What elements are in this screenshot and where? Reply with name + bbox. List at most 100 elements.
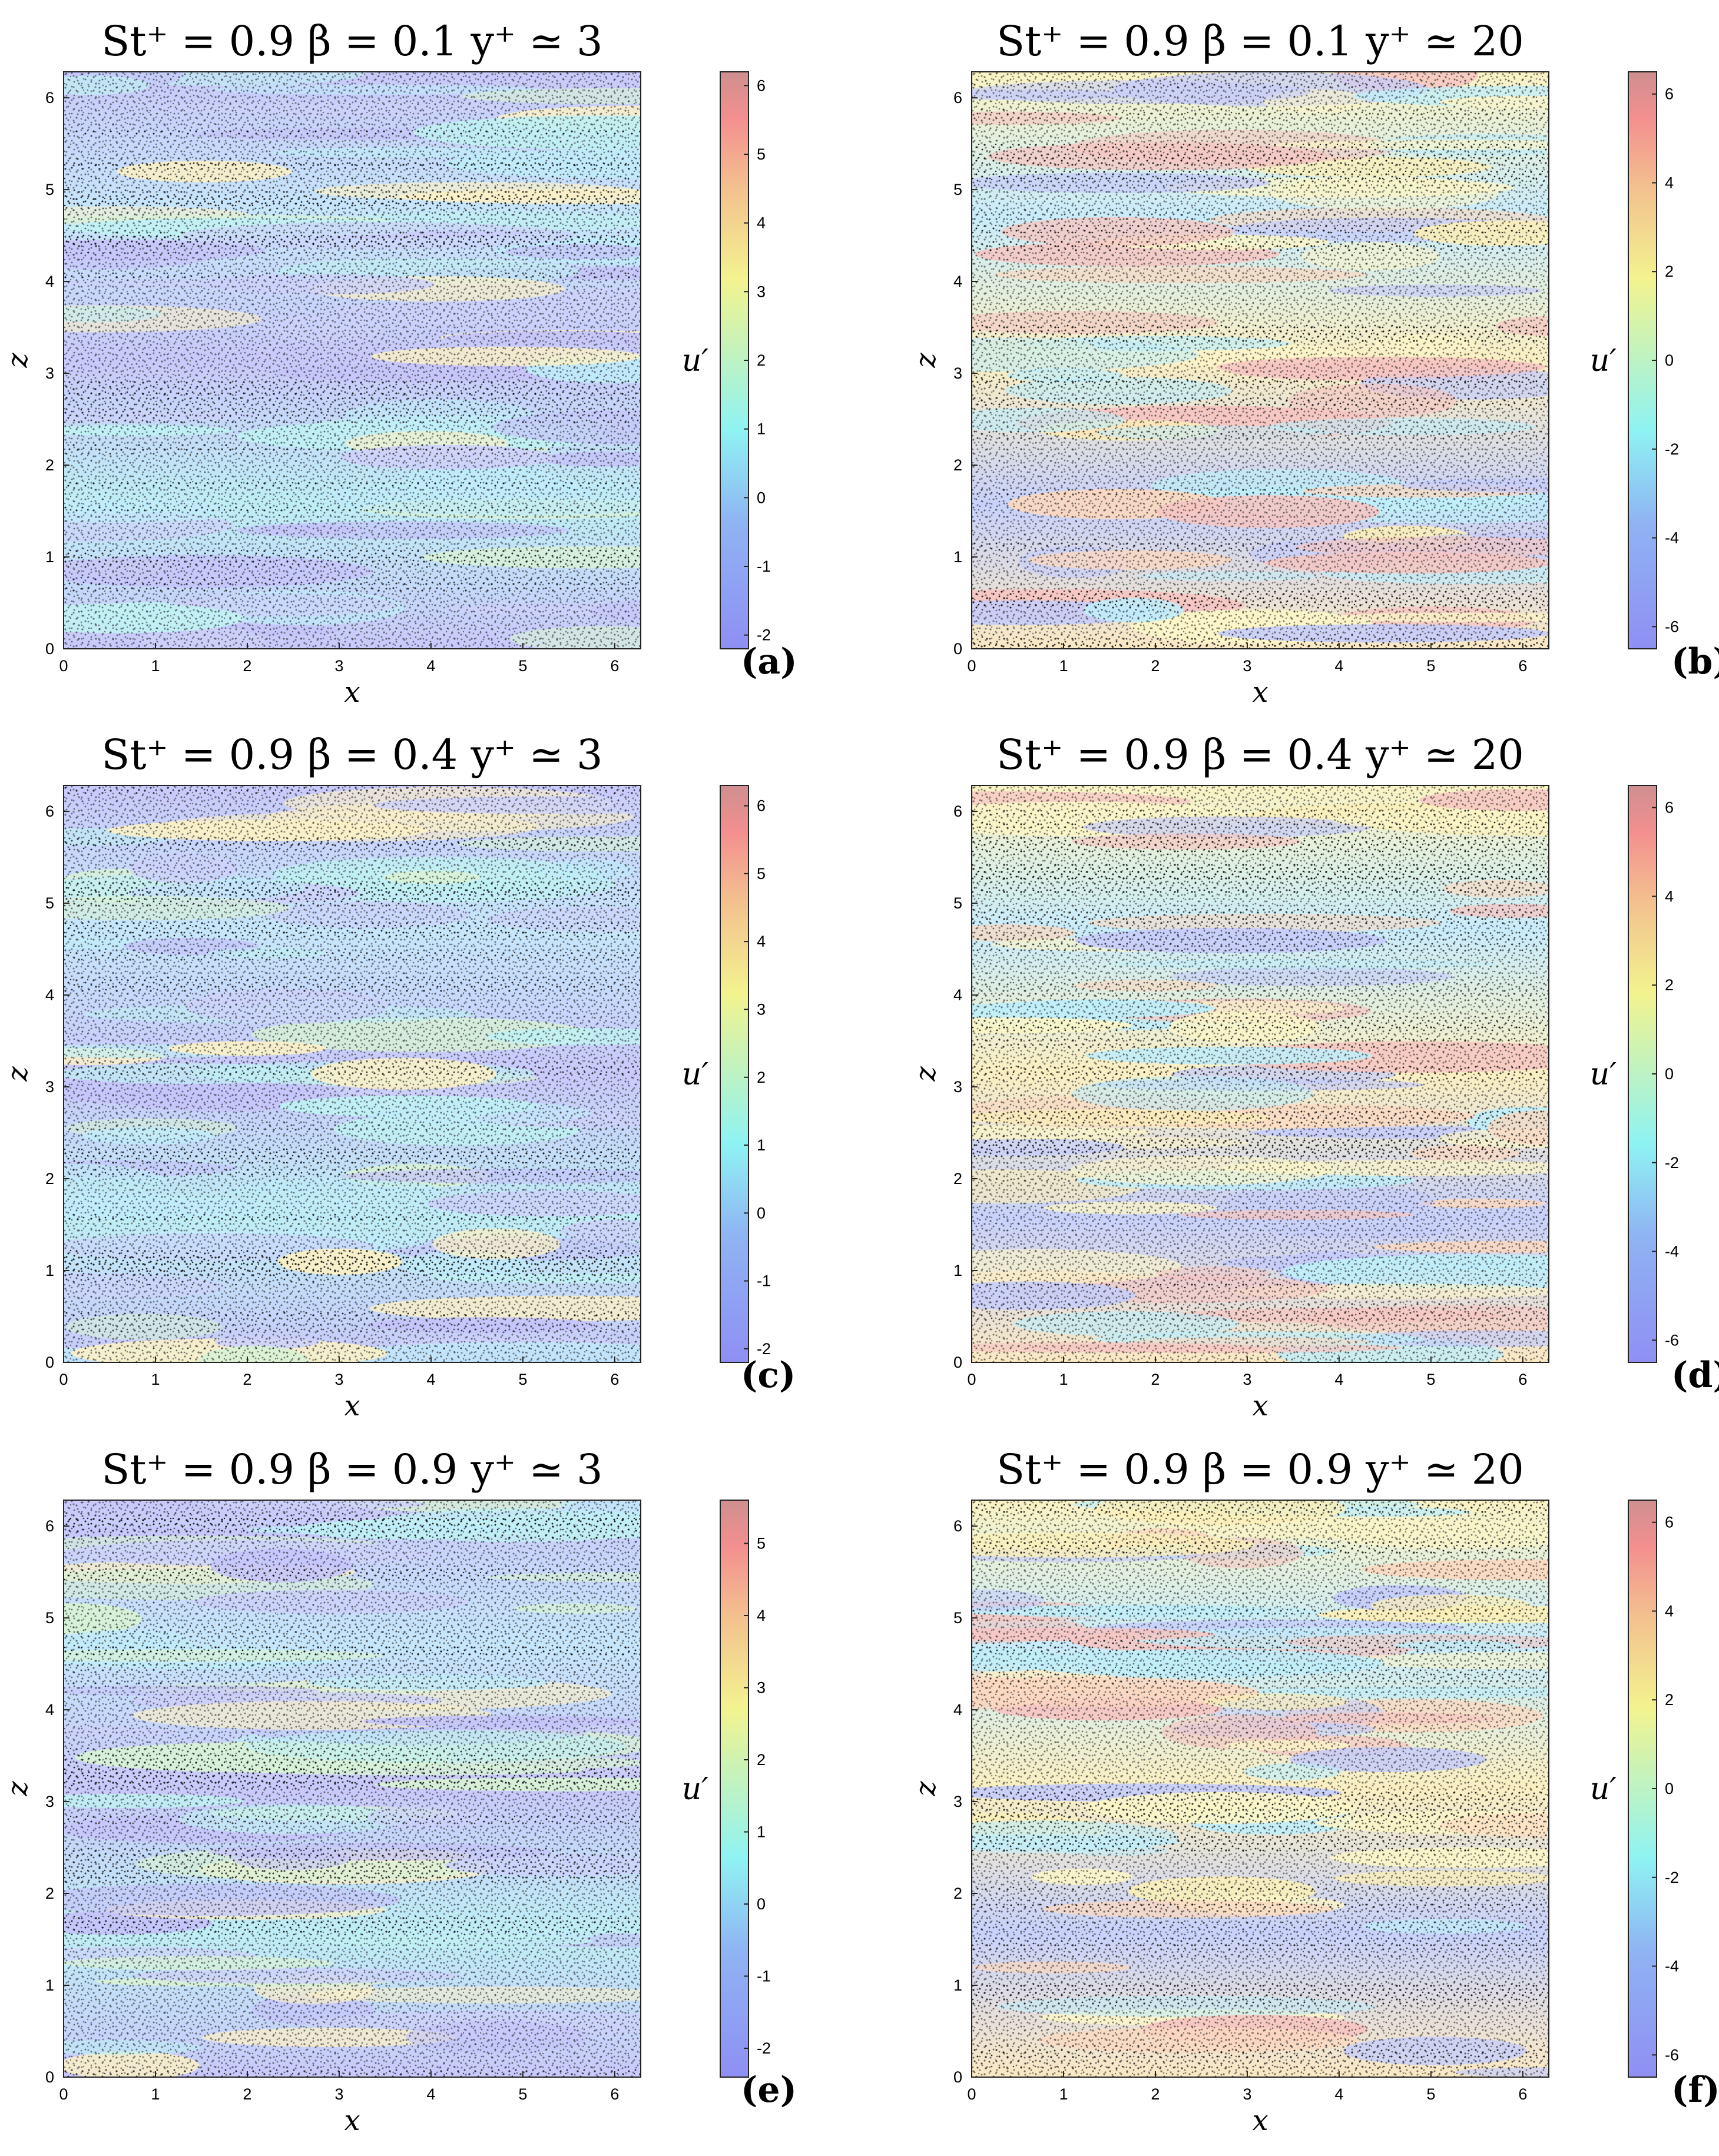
panel-title: St⁺ = 0.9 β = 0.9 y⁺ ≃ 3 (101, 1445, 602, 1494)
colorbar-tick-label: 4 (1665, 887, 1674, 905)
x-tick-label: 0 (59, 657, 68, 675)
x-tick-label: 4 (1334, 657, 1343, 675)
velocity-field (972, 72, 1549, 649)
axes-frame (63, 1500, 641, 2078)
colorbar-tick-label: 0 (757, 1204, 766, 1222)
colorbar-tick-label: 0 (1665, 351, 1674, 369)
panel-a: St⁺ = 0.9 β = 0.1 y⁺ ≃ 3 0 1 2 3 4 5 6 x 0 1 2 3 4 5 6 z… (1, 17, 797, 709)
z-tick-label: 5 (953, 181, 962, 198)
z-tick-label: 4 (45, 1701, 54, 1719)
panel-c: St⁺ = 0.9 β = 0.4 y⁺ ≃ 3 0 1 2 3 4 5 6 x 0 1 2 3 4 5 6 z… (1, 731, 796, 1422)
velocity-field (64, 785, 641, 1362)
colorbar-label: u′ (682, 1057, 708, 1092)
x-tick-label: 3 (1243, 2085, 1251, 2103)
x-tick-label: 6 (1518, 1371, 1527, 1388)
colorbar-tick-label: 0 (1665, 1780, 1674, 1797)
colorbar-label: u′ (682, 343, 708, 379)
panel-e: St⁺ = 0.9 β = 0.9 y⁺ ≃ 3 0 1 2 3 4 5 6 x 0 1 2 3 4 5 6 z… (1, 1445, 797, 2137)
x-tick-label: 2 (1151, 1371, 1160, 1388)
z-tick-label: 5 (45, 894, 54, 912)
colorbar-tick-label: 5 (757, 145, 766, 163)
panel-title: St⁺ = 0.9 β = 0.4 y⁺ ≃ 3 (101, 731, 602, 779)
colorbar-label: u′ (1590, 1057, 1617, 1092)
x-tick-label: 2 (1151, 657, 1160, 675)
z-tick-label: 2 (45, 456, 54, 474)
x-tick-label: 5 (518, 1371, 527, 1388)
colorbar-tick-label: 1 (757, 420, 766, 438)
z-tick-label: 3 (953, 1793, 962, 1810)
x-tick-label: 4 (1334, 2085, 1343, 2103)
x-tick-label: 0 (967, 1371, 976, 1388)
z-tick-label: 0 (953, 2068, 962, 2086)
x-tick-label: 1 (1059, 657, 1068, 675)
panel-b: St⁺ = 0.9 β = 0.1 y⁺ ≃ 20 0 1 2 3 4 5 6 x 0 1 2 3 4 5 6… (909, 17, 1719, 709)
z-tick-label: 2 (953, 456, 962, 474)
colorbar-tick-label: 3 (757, 1000, 766, 1018)
panel-label: (e) (741, 2069, 797, 2111)
z-tick-label: 1 (953, 1976, 962, 1994)
z-axis-label: z (1, 1781, 34, 1797)
colorbar-tick-label: -2 (1665, 1869, 1679, 1886)
x-tick-label: 2 (1151, 2085, 1160, 2103)
colorbar-tick-label: -2 (757, 1340, 771, 1358)
colorbar-tick-label: 3 (757, 1679, 766, 1697)
x-axis-label: x (1252, 2104, 1268, 2137)
z-tick-label: 6 (45, 1517, 54, 1535)
z-axis-label: z (1, 1066, 34, 1082)
x-tick-label: 1 (1059, 2085, 1068, 2103)
axes-frame (63, 785, 641, 1363)
colorbar-tick-label: 3 (757, 283, 766, 300)
colorbar-tick-label: 5 (757, 865, 766, 883)
x-axis-label: x (1252, 676, 1268, 709)
x-tick-label: 3 (334, 657, 343, 675)
colorbar-label: u′ (1590, 1772, 1617, 1807)
colorbar-tick-label: 4 (757, 214, 766, 232)
z-tick-label: 3 (953, 364, 962, 382)
colorbar-tick-label: 4 (1665, 1602, 1674, 1620)
x-tick-label: 5 (518, 2085, 527, 2103)
z-tick-label: 1 (953, 548, 962, 566)
z-tick-label: 0 (953, 640, 962, 658)
x-tick-label: 4 (1334, 1371, 1343, 1388)
colorbar-tick-label: 6 (1665, 85, 1674, 103)
colorbar-tick-label: -1 (757, 1272, 771, 1290)
panel-title: St⁺ = 0.9 β = 0.9 y⁺ ≃ 20 (996, 1445, 1524, 1494)
colorbar-tick-label: 5 (757, 1535, 766, 1553)
colorbar-tick-label: -6 (1665, 2046, 1679, 2064)
colorbar-tick-label: 0 (1665, 1065, 1674, 1083)
panel-label: (b) (1671, 641, 1719, 682)
z-tick-label: 5 (953, 1609, 962, 1627)
panel-label: (c) (741, 1355, 796, 1396)
z-axis-label: z (1, 353, 34, 369)
x-tick-label: 1 (1059, 1371, 1068, 1388)
z-tick-label: 1 (953, 1262, 962, 1279)
x-tick-label: 4 (426, 657, 435, 675)
x-tick-label: 0 (59, 2085, 68, 2103)
x-tick-label: 5 (1426, 657, 1435, 675)
z-tick-label: 6 (953, 1517, 962, 1535)
x-tick-label: 0 (967, 2085, 976, 2103)
z-tick-label: 0 (45, 1354, 54, 1371)
colorbar-tick-label: 1 (757, 1823, 766, 1841)
panel-f: St⁺ = 0.9 β = 0.9 y⁺ ≃ 20 0 1 2 3 4 5 6 x 0 1 2 3 4 5 6… (909, 1445, 1719, 2137)
panel-title: St⁺ = 0.9 β = 0.1 y⁺ ≃ 20 (996, 17, 1524, 65)
colorbar-label: u′ (682, 1772, 708, 1807)
colorbar (720, 785, 749, 1363)
z-axis-label: z (909, 1066, 942, 1082)
x-axis-label: x (344, 2104, 360, 2137)
axes-frame (63, 71, 641, 649)
colorbar-tick-label: -1 (757, 558, 771, 575)
x-tick-label: 0 (967, 657, 976, 675)
z-axis-label: z (909, 1781, 942, 1797)
axes-frame (971, 785, 1549, 1363)
colorbar-tick-label: -6 (1665, 618, 1679, 635)
x-tick-label: 5 (518, 657, 527, 675)
colorbar-tick-label: 2 (1665, 263, 1674, 280)
colorbar-tick-label: -1 (757, 1968, 771, 1985)
z-tick-label: 3 (953, 1078, 962, 1096)
x-axis-label: x (344, 676, 360, 709)
colorbar-tick-label: -4 (1665, 1243, 1679, 1261)
z-tick-label: 6 (953, 89, 962, 107)
z-tick-label: 2 (45, 1885, 54, 1902)
colorbar-tick-label: -2 (757, 2039, 771, 2057)
